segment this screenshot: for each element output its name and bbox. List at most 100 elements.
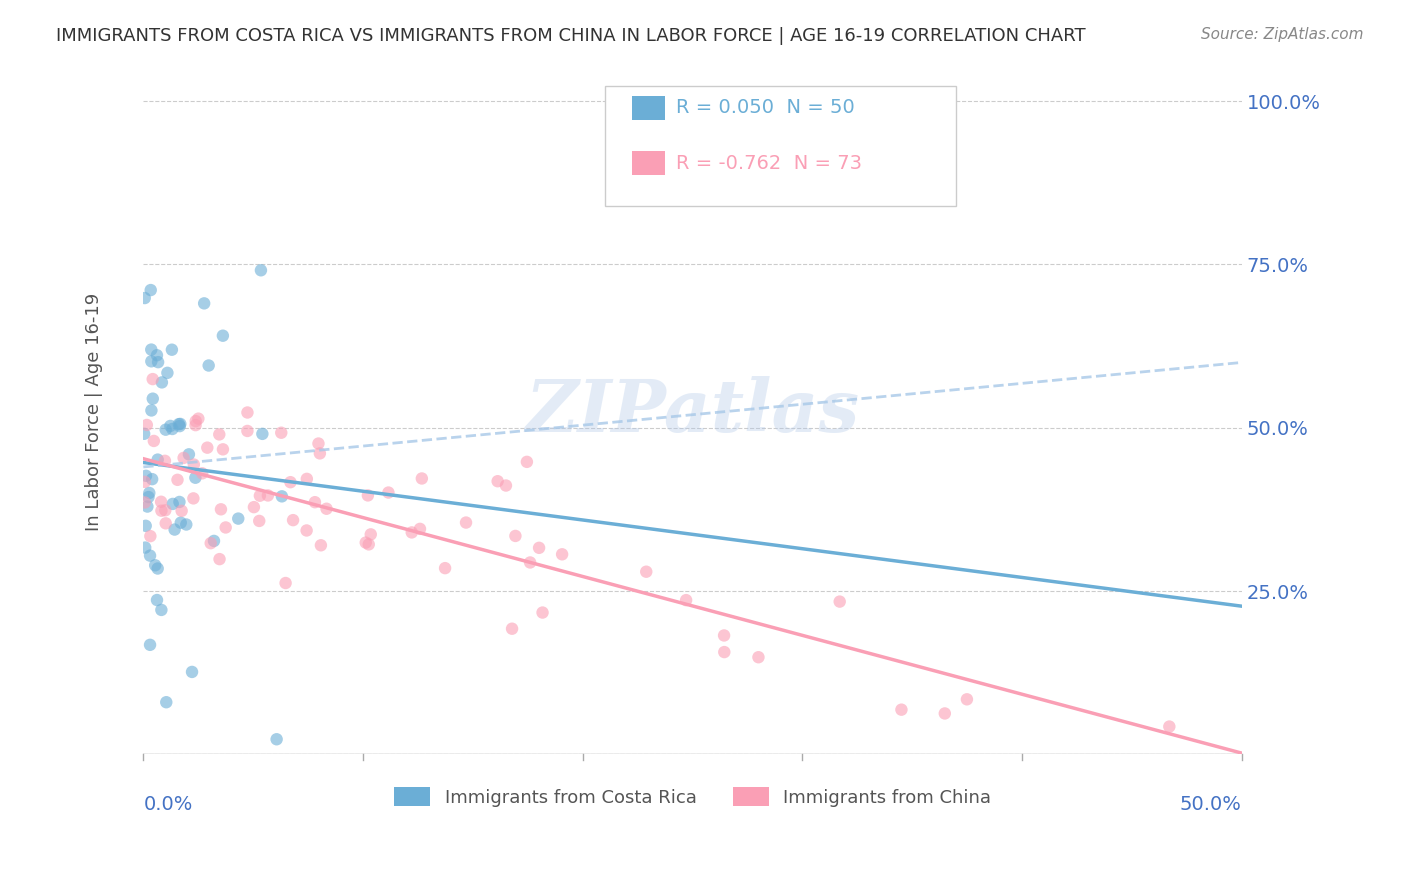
- Point: [135, 417, 157, 432]
- Point: [636, 565, 658, 579]
- Point: [434, 561, 457, 575]
- Point: [162, 497, 184, 511]
- Point: [315, 501, 337, 516]
- Point: [169, 495, 191, 509]
- Point: [252, 426, 274, 441]
- Point: [411, 471, 433, 485]
- Point: [155, 516, 177, 531]
- Point: [675, 593, 697, 607]
- Point: [501, 622, 523, 636]
- Point: [135, 518, 157, 533]
- Point: [169, 417, 191, 431]
- Point: [143, 558, 166, 573]
- Point: [142, 392, 165, 406]
- Point: [360, 527, 382, 541]
- Point: [184, 418, 207, 433]
- Point: [173, 450, 195, 465]
- Point: [208, 552, 231, 566]
- Point: [141, 343, 163, 357]
- Point: [141, 472, 163, 486]
- Point: [309, 538, 332, 552]
- Point: [134, 291, 156, 305]
- Point: [163, 523, 186, 537]
- Point: [551, 547, 574, 561]
- Point: [184, 414, 207, 428]
- Point: [308, 446, 330, 460]
- Point: [177, 447, 200, 461]
- Legend: Immigrants from Costa Rica, Immigrants from China: Immigrants from Costa Rica, Immigrants f…: [387, 780, 998, 814]
- Point: [153, 454, 176, 468]
- Point: [187, 411, 209, 425]
- Point: [486, 474, 509, 488]
- Point: [181, 665, 204, 679]
- Bar: [633, 151, 665, 175]
- Point: [166, 473, 188, 487]
- Point: [169, 419, 191, 434]
- Text: Source: ZipAtlas.com: Source: ZipAtlas.com: [1201, 27, 1364, 42]
- Point: [495, 478, 517, 492]
- Point: [236, 405, 259, 419]
- Point: [146, 348, 169, 362]
- Text: In Labor Force | Age 16-19: In Labor Force | Age 16-19: [84, 293, 103, 531]
- Point: [138, 486, 160, 500]
- Point: [202, 533, 225, 548]
- Point: [146, 561, 169, 575]
- Point: [139, 549, 162, 563]
- Point: [274, 576, 297, 591]
- Point: [142, 372, 165, 386]
- Point: [527, 541, 550, 555]
- Point: [377, 485, 399, 500]
- Point: [150, 603, 173, 617]
- Point: [146, 355, 169, 369]
- Point: [191, 467, 214, 481]
- Point: [134, 541, 156, 555]
- Text: 0.0%: 0.0%: [143, 796, 193, 814]
- Point: [155, 503, 177, 517]
- Point: [160, 343, 183, 357]
- Text: R = -0.762  N = 73: R = -0.762 N = 73: [676, 153, 862, 173]
- Point: [713, 645, 735, 659]
- Point: [142, 434, 165, 448]
- Point: [141, 403, 163, 417]
- Point: [454, 516, 477, 530]
- Point: [183, 491, 205, 506]
- Point: [146, 593, 169, 607]
- Point: [304, 495, 326, 509]
- Point: [174, 517, 197, 532]
- Point: [134, 426, 156, 441]
- Point: [212, 442, 235, 457]
- Point: [150, 504, 173, 518]
- Point: [193, 296, 215, 310]
- Point: [141, 354, 163, 368]
- Point: [139, 529, 162, 543]
- Point: [209, 502, 232, 516]
- Point: [934, 706, 956, 721]
- Point: [215, 520, 238, 534]
- Point: [150, 376, 173, 390]
- Point: [183, 458, 205, 472]
- Point: [828, 594, 851, 608]
- Point: [243, 500, 266, 515]
- Point: [184, 471, 207, 485]
- Point: [200, 536, 222, 550]
- Point: [170, 516, 193, 530]
- Point: [156, 366, 179, 380]
- Point: [357, 537, 380, 551]
- Point: [890, 703, 912, 717]
- Point: [295, 524, 318, 538]
- Point: [134, 475, 156, 489]
- FancyBboxPatch shape: [605, 86, 956, 206]
- Point: [281, 513, 304, 527]
- Point: [226, 511, 249, 525]
- Point: [505, 529, 527, 543]
- Point: [956, 692, 979, 706]
- Point: [195, 441, 218, 455]
- Point: [139, 638, 162, 652]
- Point: [257, 488, 280, 502]
- Point: [159, 419, 181, 434]
- Point: [162, 422, 184, 436]
- Point: [516, 455, 538, 469]
- Point: [713, 628, 735, 642]
- Point: [134, 495, 156, 509]
- Point: [747, 650, 769, 665]
